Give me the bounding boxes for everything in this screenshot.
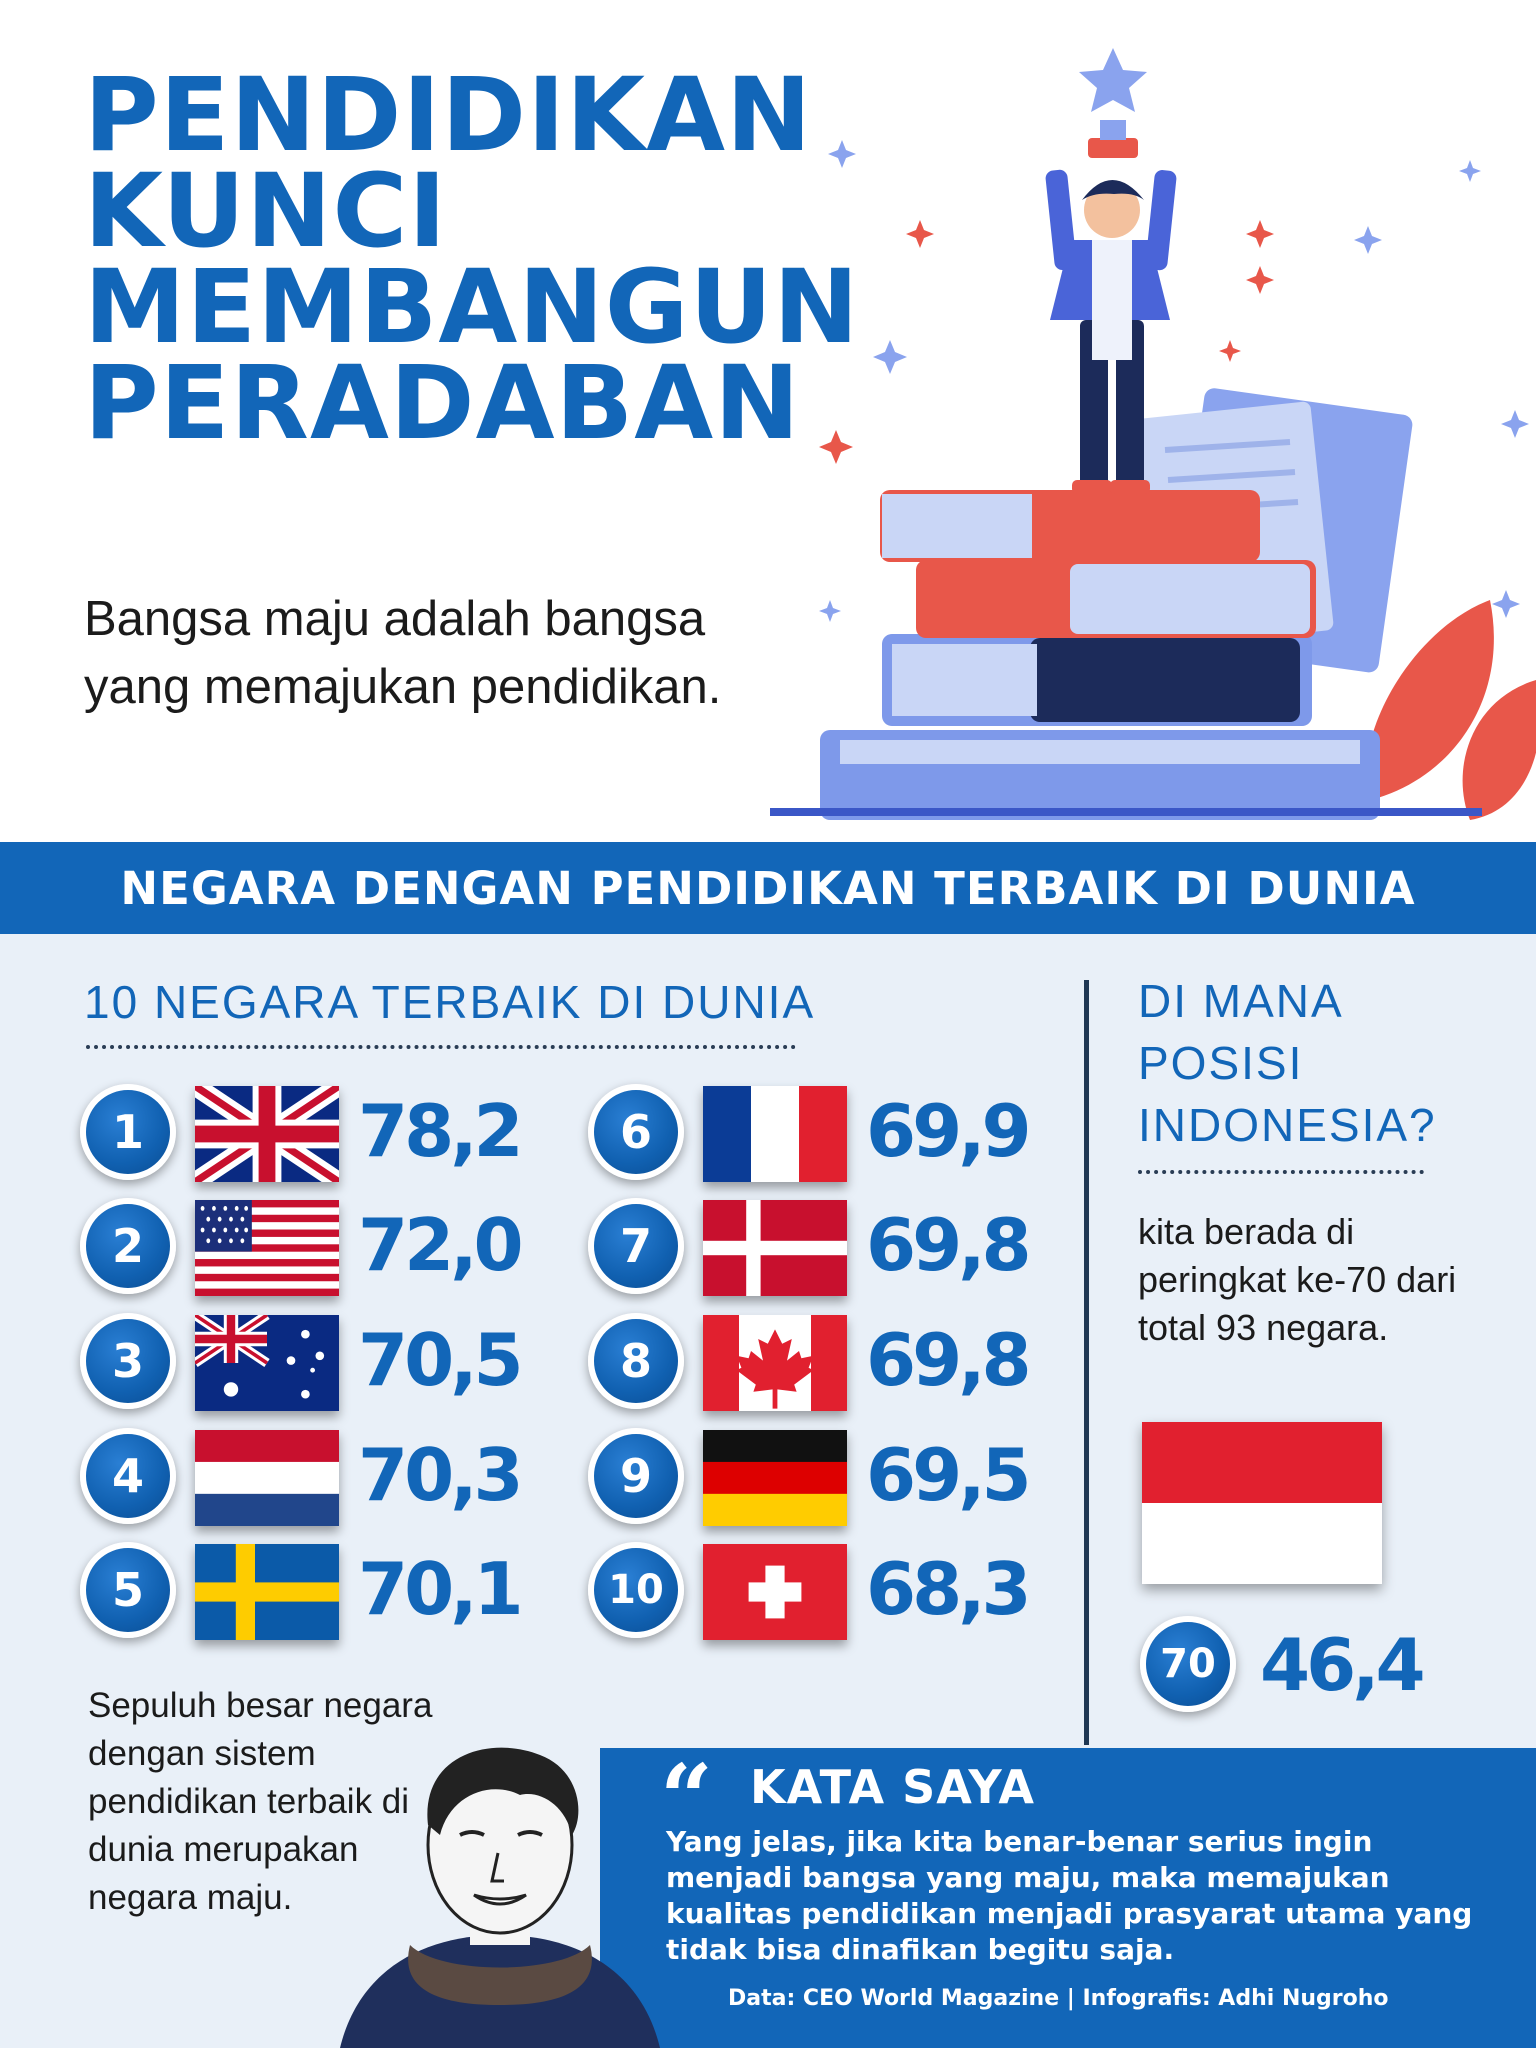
france-flag [703,1086,847,1182]
rank-badge: 5 [80,1542,176,1638]
united-states-flag [195,1200,339,1296]
rank-score: 69,8 [866,1203,1032,1287]
indonesia-flag [1142,1422,1382,1584]
source-credits: Data: CEO World Magazine | Infografis: A… [728,1986,1389,2011]
page-title: PENDIDIKAN KUNCI MEMBANGUN PERADABAN [84,56,924,463]
rank-badge: 10 [588,1542,684,1638]
banner-title: NEGARA DENGAN PENDIDIKAN TERBAIK DI DUNI… [120,861,1416,915]
rank-badge: 9 [588,1428,684,1524]
title-line: KUNCI [84,152,448,271]
rank-badge: 2 [80,1198,176,1294]
page-subtitle: Bangsa maju adalah bangsa yang memajukan… [84,592,722,714]
title-line: PENDIDIKAN [84,56,813,175]
germany-flag [703,1430,847,1526]
rank-badge: 1 [80,1084,176,1180]
netherlands-flag [195,1430,339,1526]
hero-section: PENDIDIKAN KUNCI MEMBANGUN PERADABAN Ban… [0,0,1536,842]
sparkle-icon [819,140,1529,622]
sparkle-icon [819,220,1274,464]
rank-score: 70,3 [358,1433,524,1517]
summary-text: Sepuluh besar negara dengan sistem pendi… [88,1686,433,1917]
ranking-heading: 10 NEGARA TERBAIK DI DUNIA [84,976,816,1028]
section-banner: NEGARA DENGAN PENDIDIKAN TERBAIK DI DUNI… [0,842,1536,934]
quote-title: KATA SAYA [750,1760,1035,1814]
rank-score: 69,5 [866,1433,1032,1517]
rank-score: 69,9 [866,1089,1032,1173]
sweden-flag [195,1544,339,1640]
united-kingdom-flag [195,1086,339,1182]
indonesia-rank-row: 70 [1140,1614,1250,1714]
denmark-flag [703,1200,847,1296]
rank-score: 72,0 [358,1203,524,1287]
dotted-divider [1138,1170,1424,1174]
rank-score: 69,8 [866,1318,1032,1402]
author-portrait-illustration [340,1747,660,2048]
quote-panel [600,1748,1536,2048]
title-line: PERADABAN [84,344,801,463]
indonesia-text: kita berada di peringkat ke-70 dari tota… [1138,1211,1457,1348]
rank-badge: 70 [1140,1616,1236,1712]
rank-badge: 7 [588,1198,684,1294]
rank-badge: 6 [588,1084,684,1180]
australia-flag [195,1315,339,1411]
switzerland-flag [703,1544,847,1640]
indonesia-score: 46,4 [1260,1623,1426,1707]
rank-badge: 3 [80,1313,176,1409]
rank-score: 68,3 [866,1547,1032,1631]
title-line: MEMBANGUN [84,248,860,367]
quote-body: Yang jelas, jika kita benar-benar serius… [666,1825,1473,1966]
rank-score: 70,1 [358,1547,524,1631]
vertical-divider [1084,980,1089,1745]
indonesia-heading: DI MANA POSISI INDONESIA? [1138,975,1437,1151]
canada-flag [703,1315,847,1411]
rank-score: 78,2 [358,1089,524,1173]
rank-badge: 4 [80,1428,176,1524]
rank-score: 70,5 [358,1318,524,1402]
rank-badge: 8 [588,1313,684,1409]
student-on-books-illustration [770,48,1536,820]
quote-mark-icon: “ [660,1744,713,1852]
dotted-divider [86,1045,796,1049]
